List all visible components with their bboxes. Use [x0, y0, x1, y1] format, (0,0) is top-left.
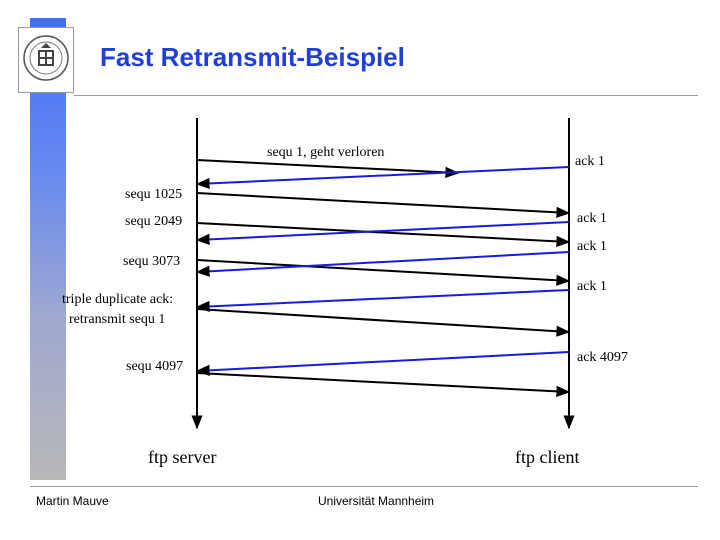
note-triple-duplicate: triple duplicate ack: [62, 292, 173, 307]
label-ftp-client: ftp client [515, 447, 579, 467]
label-ack-4: ack 1 [577, 279, 607, 294]
university-seal-icon [18, 27, 74, 93]
label-ack-3: ack 1 [577, 239, 607, 254]
label-sequ-2049: sequ 2049 [125, 214, 182, 229]
label-sequ-3073: sequ 3073 [123, 254, 180, 269]
ack-line-2 [195, 221, 570, 245]
label-ftp-server: ftp server [148, 447, 216, 467]
ack-line-5 [195, 351, 570, 376]
ack-line-1 [195, 166, 570, 190]
ack-line-4 [195, 289, 570, 313]
label-ack-1: ack 1 [575, 154, 605, 169]
segment-sequ-1-lost [196, 159, 460, 178]
title-divider [74, 95, 698, 96]
segment-sequ-2049 [196, 222, 571, 247]
ack-line-3 [195, 251, 570, 277]
footer-institution: Universität Mannheim [318, 494, 435, 508]
segment-sequ-1025 [196, 192, 571, 218]
label-ack-2: ack 1 [577, 211, 607, 226]
label-sequ-4097: sequ 4097 [126, 359, 183, 374]
label-sequ-1025: sequ 1025 [125, 187, 182, 202]
slide-title: Fast Retransmit-Beispiel [100, 42, 405, 72]
segment-sequ-4097 [196, 372, 571, 397]
label-ack-4097: ack 4097 [577, 350, 628, 365]
side-accent-bar [30, 18, 66, 480]
footer-author: Martin Mauve [36, 494, 109, 508]
segment-retransmit-sequ-1 [196, 308, 571, 337]
segment-sequ-3073 [196, 259, 571, 286]
label-sequ-1-lost: sequ 1, geht verloren [267, 145, 384, 160]
note-retransmit: retransmit sequ 1 [69, 312, 165, 327]
footer-divider [30, 486, 698, 487]
